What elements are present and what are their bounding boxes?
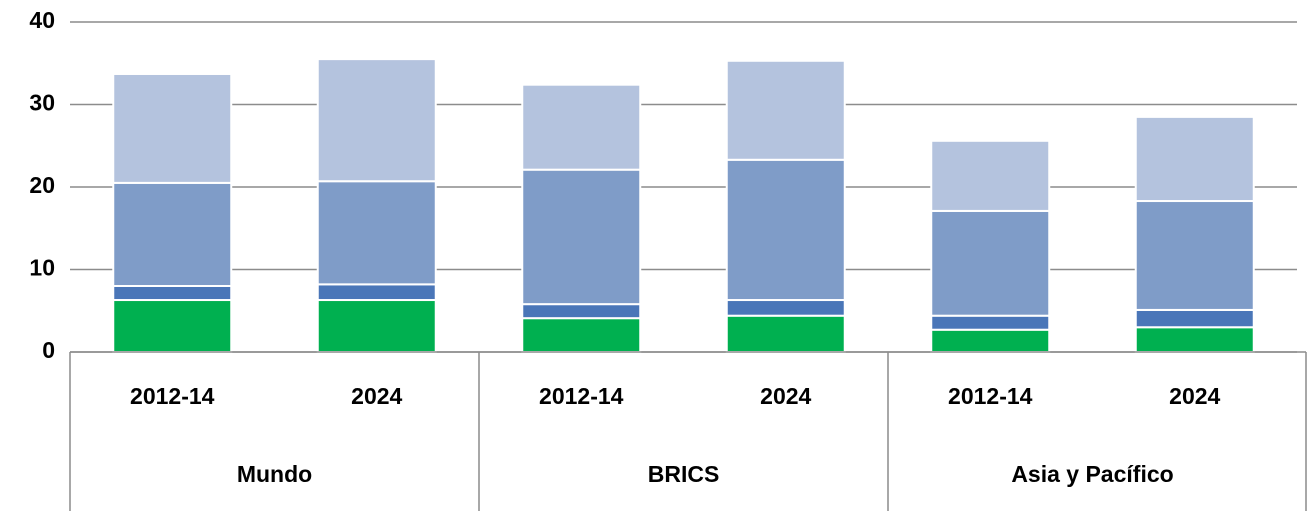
category-label: 2012-14 (539, 383, 624, 409)
bar-segment (725, 59, 846, 161)
bar-segment (725, 299, 846, 317)
bar-segment (930, 328, 1051, 354)
bar-segment (930, 209, 1051, 317)
y-tick-label: 40 (29, 7, 55, 33)
bar-segment (521, 168, 642, 306)
bar-segment (725, 158, 846, 302)
bar-segment (521, 83, 642, 171)
category-label: 2024 (351, 383, 402, 409)
group-label: Mundo (237, 461, 312, 487)
y-tick-label: 20 (29, 172, 55, 198)
bar-segment (112, 181, 233, 287)
bar-segment (521, 303, 642, 320)
bar-segment (930, 139, 1051, 212)
bar-segment (112, 285, 233, 302)
group-label: Asia y Pacífico (1011, 461, 1173, 487)
bar-segment (112, 72, 233, 184)
bar-segment (316, 58, 437, 183)
bar-segment (316, 283, 437, 302)
group-label: BRICS (648, 461, 720, 487)
bar-segment (1134, 115, 1255, 203)
bar-segment (1134, 200, 1255, 311)
y-tick-label: 0 (42, 337, 55, 363)
bar-segment (112, 299, 233, 353)
category-label: 2024 (760, 383, 811, 409)
bar-segment (521, 317, 642, 353)
bar-segment (1134, 326, 1255, 353)
category-label: 2024 (1169, 383, 1220, 409)
bar-segment (316, 299, 437, 353)
category-label: 2012-14 (130, 383, 215, 409)
y-tick-label: 30 (29, 90, 55, 116)
y-tick-label: 10 (29, 255, 55, 281)
bar-segment (1134, 308, 1255, 329)
bar-segment (725, 314, 846, 354)
bar-segment (316, 180, 437, 286)
bar-segment (930, 314, 1051, 331)
category-label: 2012-14 (948, 383, 1033, 409)
